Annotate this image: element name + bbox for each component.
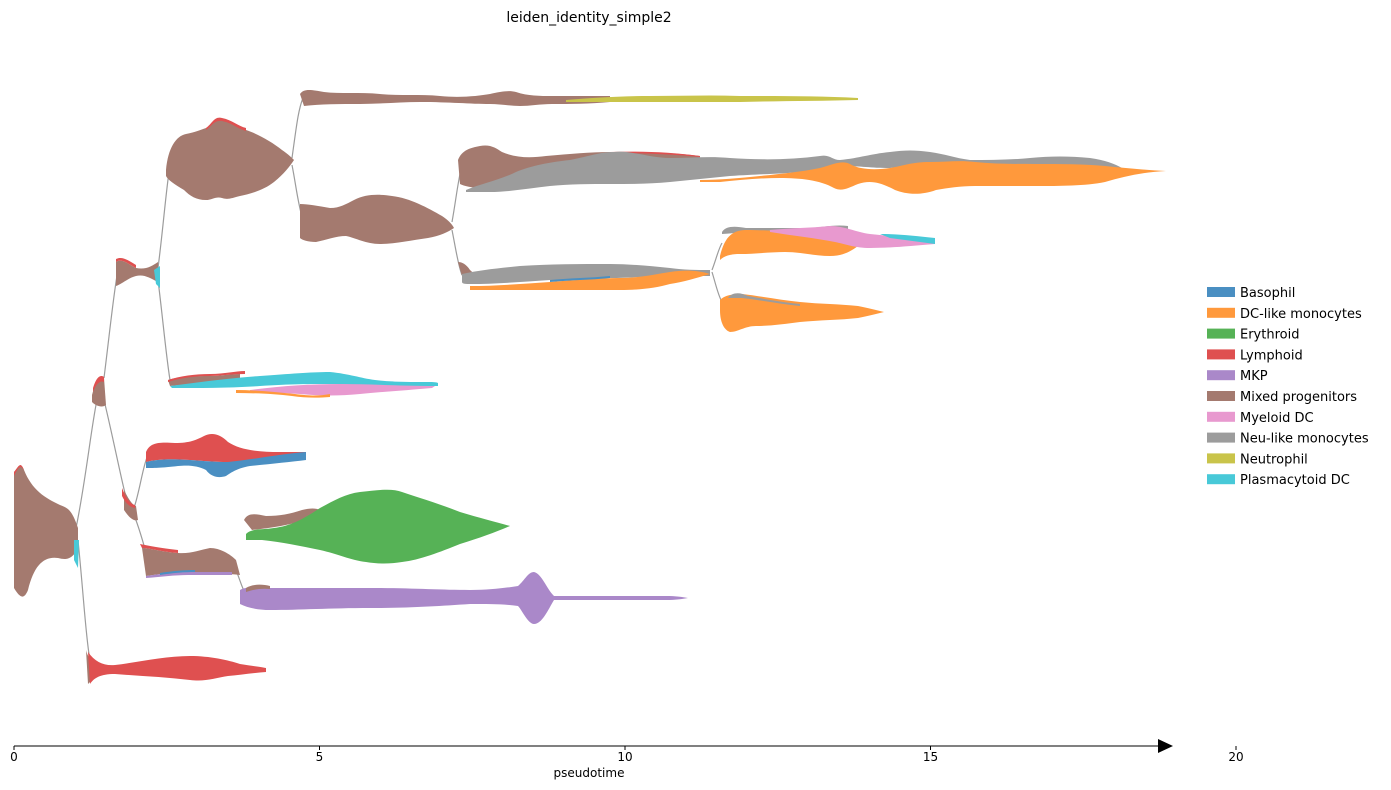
segment-root-mixed-progenitors (14, 465, 78, 597)
connector-stem2-to-stem3 (103, 269, 119, 379)
legend-swatch (1207, 453, 1235, 464)
segment-dclower-neu-like-edge (728, 293, 800, 306)
connector-stem2-to-lower (103, 399, 131, 511)
x-axis: 05101520253035 pseudotime (10, 739, 1244, 780)
segment-mon-dc-like (470, 270, 710, 290)
legend-swatch (1207, 287, 1235, 297)
connector-root-to-stem2 (75, 394, 99, 529)
x-tick-label: 5 (316, 750, 324, 764)
segment-pdc-myeloid-dc (250, 384, 435, 396)
segment-erythroid-mixed (244, 508, 320, 530)
x-axis-arrow-icon (1158, 739, 1173, 753)
segment-mydc-plasmacytoid (880, 234, 935, 244)
branch-connectors (75, 97, 723, 661)
chart-title: leiden_identity_simple2 (506, 10, 671, 26)
segment-lower-basophil-edge (160, 570, 195, 575)
plot-area (14, 90, 1166, 684)
legend-swatch (1207, 307, 1235, 318)
segment-neutrophil-neutrophil (566, 95, 858, 102)
legend-label: MKP (1240, 369, 1268, 384)
segment-root-lymphoid-edge (14, 465, 24, 476)
x-tick-label: 15 (923, 750, 938, 764)
segment-root-plasmacytoid-edge (74, 540, 79, 568)
segment-mkp-mixed (246, 584, 270, 592)
legend-swatch (1207, 474, 1235, 485)
legend-label: Neu-like monocytes (1240, 432, 1369, 447)
legend-swatch (1207, 411, 1235, 422)
segment-lymph-basophil-basophil (146, 452, 306, 478)
segment-mid-mixed (300, 194, 454, 244)
segment-neutrophil-mixed (300, 90, 610, 106)
x-axis-label: pseudotime (554, 766, 625, 780)
segment-pdc-plasmacytoid (170, 372, 438, 388)
segment-dclower-dc-like (720, 294, 884, 332)
connector-upper-to-neu (291, 97, 304, 159)
legend: Basophil DC-like monocytes Erythroid Lympho… (1207, 286, 1369, 488)
segment-erythroid-erythroid (246, 489, 510, 564)
segment-top-neu-like (466, 150, 1122, 192)
legend-label: Myeloid DC (1240, 411, 1314, 426)
segment-stem2-lymphoid (93, 376, 104, 392)
connector-mon-to-dclike (711, 271, 723, 303)
legend-label: Basophil (1240, 286, 1295, 301)
legend-swatch (1207, 391, 1235, 401)
segment-mkp (240, 572, 688, 624)
x-tick-label: 10 (617, 750, 632, 764)
segment-top-dc-like (700, 161, 1166, 194)
x-tick-label: 20 (1228, 750, 1243, 764)
segment-mon-neu-like (462, 264, 710, 284)
legend-label: Mixed progenitors (1240, 390, 1357, 405)
legend-label: Neutrophil (1240, 452, 1308, 467)
segment-upper-mixed (166, 119, 294, 200)
legend-label: DC-like monocytes (1240, 307, 1362, 322)
segment-lower-mixed (142, 548, 240, 576)
connector-mon-to-mydc (711, 242, 723, 271)
x-ticks: 05101520253035 (10, 746, 1244, 764)
segment-mydc-myeloid-dc (770, 226, 935, 248)
segment-bottom-lymphoid (88, 652, 266, 684)
segment-lower-lymphoid (140, 544, 178, 553)
connector-stem3-to-pdc (157, 279, 171, 381)
legend-label: Erythroid (1240, 328, 1299, 343)
segment-stem3-lymphoid (116, 257, 136, 268)
segment-lower-stem-lymphoid (122, 488, 135, 508)
segment-stem3-plasmacytoid (154, 266, 160, 288)
segment-pdc-dc-like-monocytes (236, 390, 330, 398)
connector-stem3-to-upper (157, 164, 171, 269)
legend-swatch (1207, 370, 1235, 381)
legend-swatch (1207, 432, 1235, 443)
x-tick-label: 0 (10, 750, 18, 764)
segment-upper-lymphoid-edge (206, 117, 246, 131)
segment-pdc-lymphoid (168, 371, 245, 382)
legend-swatch (1207, 328, 1235, 339)
segment-lymph-basophil-lymphoid (146, 434, 306, 463)
legend-label: Plasmacytoid DC (1240, 473, 1350, 488)
legend-label: Lymphoid (1240, 348, 1303, 363)
segment-mon-basophil-edge (550, 276, 610, 282)
connector-root-to-lymphoid (77, 539, 91, 661)
connector-lower-to-lymph (133, 454, 149, 509)
legend-swatch (1207, 349, 1235, 360)
segment-stem3-mixed (116, 260, 158, 286)
